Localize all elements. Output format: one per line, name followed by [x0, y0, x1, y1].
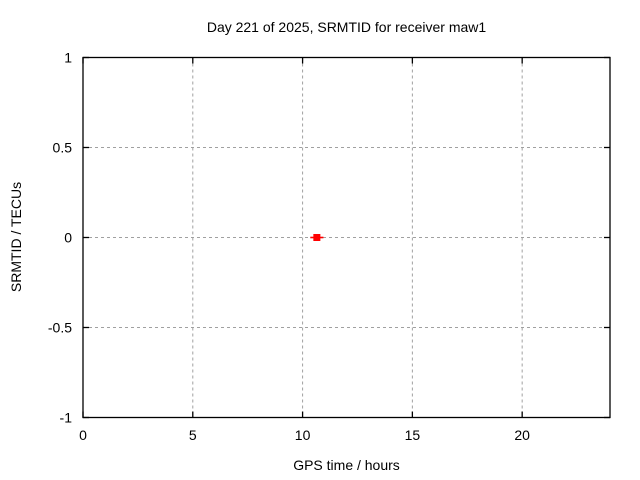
gridlines — [83, 57, 610, 418]
x-tick-label: 20 — [514, 427, 530, 443]
x-tick-label: 10 — [295, 427, 311, 443]
y-tick-label: 0.5 — [53, 140, 73, 156]
y-tick-label: -1 — [60, 410, 73, 426]
y-tick-labels: 1 0.5 0 -0.5 -1 — [48, 50, 72, 426]
x-axis-label: GPS time / hours — [293, 457, 400, 473]
x-tick-labels: 0 5 10 15 20 — [79, 427, 530, 443]
x-tick-label: 0 — [79, 427, 87, 443]
data-series-srmtid-maw1 — [310, 234, 324, 241]
x-tick-label: 15 — [405, 427, 421, 443]
data-point-marker — [313, 234, 321, 241]
x-tick-label: 5 — [189, 427, 197, 443]
y-tick-label: -0.5 — [48, 320, 72, 336]
plot-border — [82, 56, 611, 419]
chart-title: Day 221 of 2025, SRMTID for receiver maw… — [206, 19, 487, 35]
y-tick-label: 0 — [64, 230, 72, 246]
y-tick-label: 1 — [64, 50, 72, 66]
